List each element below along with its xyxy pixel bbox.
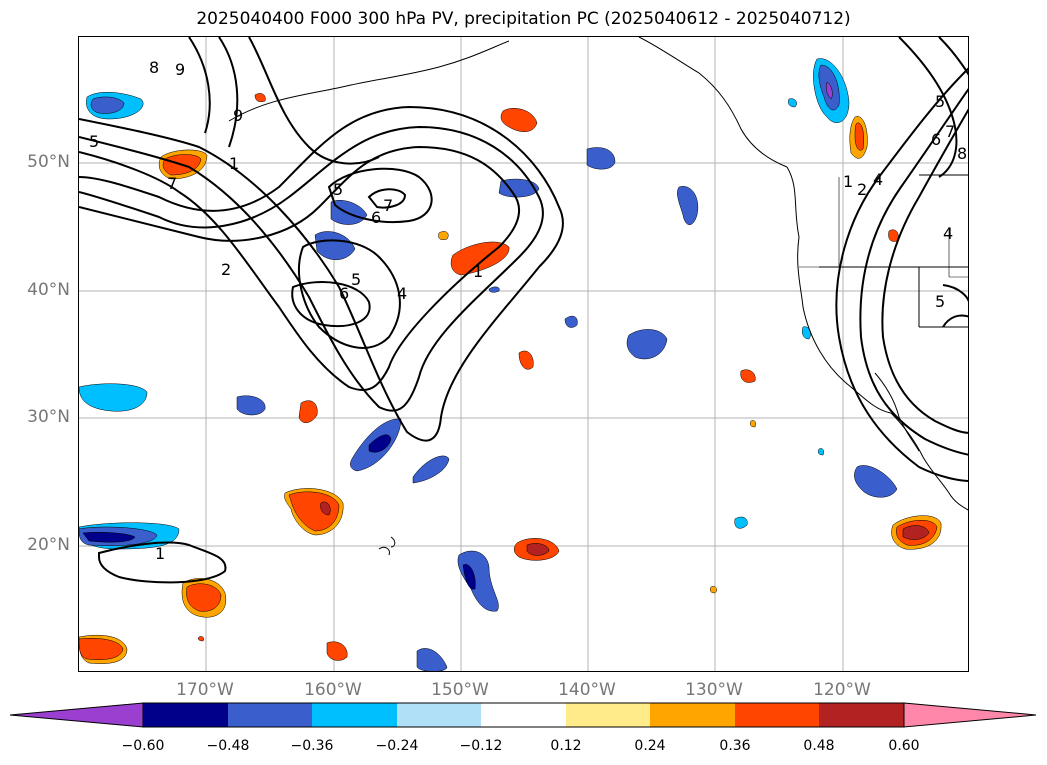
contour-label: 9 [175, 60, 185, 79]
contour-label: 4 [397, 284, 407, 303]
contour-label: 8 [149, 58, 159, 77]
contour-label: 1 [473, 262, 483, 281]
colorbar-tick: −0.48 [206, 738, 250, 754]
colorbar [10, 702, 1037, 728]
lon-label-150w: 150°W [431, 680, 489, 700]
lon-label-170w: 170°W [176, 680, 234, 700]
colorbar-extend-high [903, 702, 1037, 728]
lon-label-160w: 160°W [304, 680, 362, 700]
contour-label: 5 [935, 92, 945, 111]
colorbar-bin [312, 703, 397, 727]
colorbar-bin [143, 703, 228, 727]
colorbar-bin [397, 703, 481, 727]
colorbar-tick: −0.36 [290, 738, 334, 754]
lat-label-40: 40°N [27, 280, 70, 300]
contour-label: 9 [233, 106, 243, 125]
state-borders [799, 177, 968, 278]
contour-label: 6 [339, 284, 349, 303]
colorbar-tick: 0.60 [888, 738, 920, 754]
map-panel: 8 9 5 7 1 9 5 7 6 2 5 6 4 1 1 5 6 7 8 1 … [78, 36, 969, 672]
pv-contours [79, 37, 968, 584]
contour-label: 6 [371, 208, 381, 227]
precip-negative-areas [79, 58, 898, 671]
contour-label: 5 [935, 292, 945, 311]
lat-label-30: 30°N [27, 407, 70, 427]
coastlines [228, 37, 968, 556]
gridlines [79, 37, 968, 671]
colorbar-bin [228, 703, 312, 727]
contour-label: 8 [957, 144, 967, 163]
colorbar-tick: −0.24 [375, 738, 419, 754]
map-canvas: 8 9 5 7 1 9 5 7 6 2 5 6 4 1 1 5 6 7 8 1 … [79, 37, 968, 671]
contour-label: 7 [167, 174, 177, 193]
contour-label: 6 [931, 130, 941, 149]
precip-positive-areas [79, 93, 942, 664]
lat-label-50: 50°N [27, 152, 70, 172]
colorbar-tick: −0.60 [121, 738, 165, 754]
lon-label-140w: 140°W [558, 680, 616, 700]
contour-label: 1 [843, 172, 853, 191]
plot-title: 2025040400 F000 300 hPa PV, precipitatio… [196, 9, 851, 29]
contour-label: 1 [155, 544, 165, 563]
contour-label: 4 [873, 170, 883, 189]
colorbar-bin [819, 703, 904, 727]
lat-label-20: 20°N [27, 535, 70, 555]
contour-label: 5 [89, 132, 99, 151]
colorbar-bin [735, 703, 819, 727]
colorbar-bin [566, 703, 650, 727]
colorbar-tick: 0.48 [803, 738, 835, 754]
colorbar-bin [481, 703, 566, 727]
contour-label: 7 [383, 196, 393, 215]
contour-label: 2 [221, 260, 231, 279]
contour-label: 2 [857, 180, 867, 199]
colorbar-tick: 0.36 [719, 738, 751, 754]
colorbar-tick: −0.12 [459, 738, 503, 754]
colorbar-extend-low [10, 702, 144, 728]
contour-label: 4 [943, 224, 953, 243]
contour-labels: 8 9 5 7 1 9 5 7 6 2 5 6 4 1 1 5 6 7 8 1 … [89, 58, 967, 563]
lon-label-120w: 120°W [813, 680, 871, 700]
colorbar-tick: 0.24 [634, 738, 666, 754]
colorbar-tick: 0.12 [550, 738, 582, 754]
colorbar-bin [650, 703, 735, 727]
lon-label-130w: 130°W [685, 680, 743, 700]
contour-label: 5 [351, 270, 361, 289]
contour-label: 5 [333, 180, 343, 199]
contour-label: 7 [945, 122, 955, 141]
contour-label: 1 [229, 154, 239, 173]
